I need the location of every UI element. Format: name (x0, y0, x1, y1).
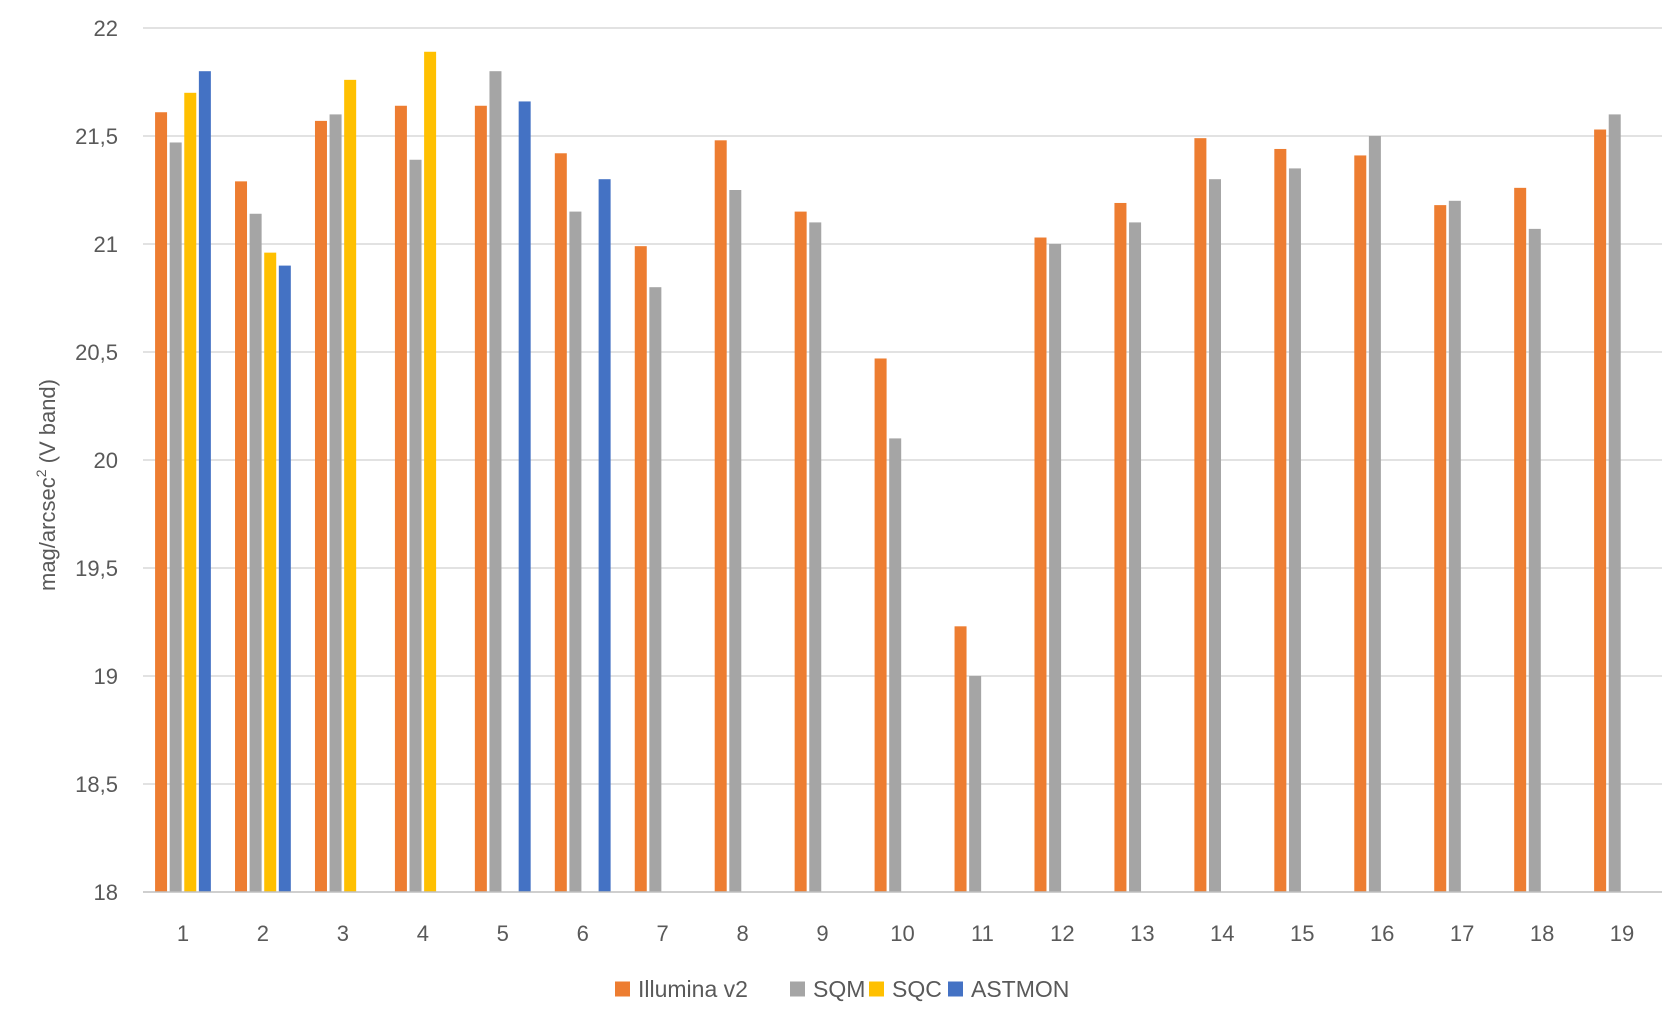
bar-sqm-3 (329, 114, 342, 892)
x-tick-label: 18 (1530, 921, 1554, 946)
bar-illumina-v2-7 (634, 246, 647, 892)
y-tick-label: 22 (94, 16, 118, 41)
legend-label: SQC (892, 976, 942, 1002)
bar-sqm-11 (969, 676, 982, 892)
legend-swatch (948, 981, 963, 997)
bar-sqm-14 (1208, 179, 1221, 892)
bar-illumina-v2-16 (1354, 155, 1367, 892)
bar-illumina-v2-11 (954, 626, 967, 892)
bar-sqm-4 (409, 159, 422, 892)
bar-sqm-16 (1368, 136, 1381, 892)
y-axis-label-rest: (V band) (35, 379, 60, 470)
legend-label: ASTMON (971, 976, 1069, 1002)
legend-swatch (790, 981, 805, 997)
y-tick-label: 21,5 (75, 124, 118, 149)
bar-sqm-7 (649, 287, 662, 892)
x-axis-ticks: 1 2 3 4 5 6 7 8 9 10 11 12 13 14 15 16 17 18 19 (177, 921, 1634, 946)
legend-item-sqc: SQC (869, 976, 942, 1002)
bar-sqm-2 (249, 213, 262, 892)
y-axis-label-main: mag/arcsec (35, 477, 60, 591)
bar-sqc-4 (424, 51, 437, 892)
bar-illumina-v2-1 (155, 112, 168, 893)
y-tick-label: 19,5 (75, 556, 118, 581)
legend: Illumina v2 SQM SQC ASTMON (615, 976, 1069, 1002)
bar-astmon-2 (278, 265, 291, 893)
x-tick-label: 16 (1370, 921, 1394, 946)
y-tick-label: 20 (94, 448, 118, 473)
bar-sqm-15 (1288, 168, 1301, 892)
y-tick-label: 18 (94, 880, 118, 905)
y-tick-label: 21 (94, 232, 118, 257)
gridlines (143, 27, 1662, 785)
bar-sqm-6 (569, 211, 582, 893)
legend-item-astmon: ASTMON (948, 976, 1069, 1002)
bar-illumina-v2-5 (474, 105, 487, 892)
bar-illumina-v2-17 (1434, 205, 1447, 892)
x-tick-label: 4 (417, 921, 429, 946)
bar-illumina-v2-12 (1034, 237, 1047, 892)
bar-illumina-v2-10 (874, 358, 887, 893)
bar-sqm-18 (1528, 228, 1541, 892)
bar-sqm-9 (809, 222, 822, 892)
bar-sqm-5 (489, 71, 502, 892)
x-tick-label: 19 (1610, 921, 1634, 946)
bar-illumina-v2-4 (394, 105, 407, 892)
legend-label: SQM (813, 976, 865, 1002)
bar-sqm-12 (1049, 244, 1062, 892)
bar-astmon-5 (518, 101, 531, 892)
y-tick-label: 20,5 (75, 340, 118, 365)
legend-swatch (615, 981, 630, 997)
x-tick-label: 2 (257, 921, 269, 946)
x-tick-label: 5 (497, 921, 509, 946)
x-tick-label: 7 (657, 921, 669, 946)
bar-illumina-v2-18 (1514, 187, 1527, 893)
bar-illumina-v2-19 (1594, 129, 1607, 892)
y-axis-label: mag/arcsec2 (V band) (33, 379, 60, 591)
bar-illumina-v2-14 (1194, 138, 1207, 892)
x-tick-label: 14 (1210, 921, 1234, 946)
bar-astmon-1 (198, 71, 211, 892)
bar-sqm-8 (729, 190, 742, 892)
bar-sqc-2 (264, 252, 277, 892)
bar-illumina-v2-2 (235, 181, 248, 893)
bar-illumina-v2-3 (314, 120, 327, 892)
x-tick-label: 6 (577, 921, 589, 946)
y-tick-label: 18,5 (75, 772, 118, 797)
x-tick-label: 12 (1050, 921, 1074, 946)
x-tick-label: 3 (337, 921, 349, 946)
x-tick-label: 10 (890, 921, 914, 946)
bar-sqm-19 (1608, 114, 1621, 892)
bar-illumina-v2-8 (714, 140, 727, 892)
bar-sqc-1 (184, 92, 197, 893)
bars (155, 51, 1621, 893)
bar-illumina-v2-9 (794, 211, 807, 893)
x-tick-label: 15 (1290, 921, 1314, 946)
x-tick-label: 8 (736, 921, 748, 946)
bar-illumina-v2-15 (1274, 148, 1287, 892)
y-tick-label: 19 (94, 664, 118, 689)
x-tick-label: 17 (1450, 921, 1474, 946)
legend-label: Illumina v2 (638, 976, 748, 1002)
bar-sqm-1 (169, 142, 182, 893)
legend-item-illumina-v2: Illumina v2 (615, 976, 748, 1002)
bar-illumina-v2-6 (554, 153, 567, 892)
x-tick-label: 1 (177, 921, 189, 946)
x-tick-label: 11 (971, 921, 994, 946)
bar-sqc-3 (344, 79, 357, 893)
bar-illumina-v2-13 (1114, 202, 1127, 892)
y-axis-label-sup: 2 (33, 469, 49, 477)
legend-item-sqm: SQM (790, 976, 865, 1002)
legend-swatch (869, 981, 884, 997)
bar-sqm-17 (1448, 200, 1461, 893)
x-tick-label: 9 (816, 921, 828, 946)
x-tick-label: 13 (1130, 921, 1154, 946)
bar-sqm-10 (889, 438, 902, 892)
bar-sqm-13 (1129, 222, 1142, 892)
bar-astmon-6 (598, 179, 611, 892)
y-axis-ticks: 18 18,5 19 19,5 20 20,5 21 21,5 22 (75, 16, 118, 905)
